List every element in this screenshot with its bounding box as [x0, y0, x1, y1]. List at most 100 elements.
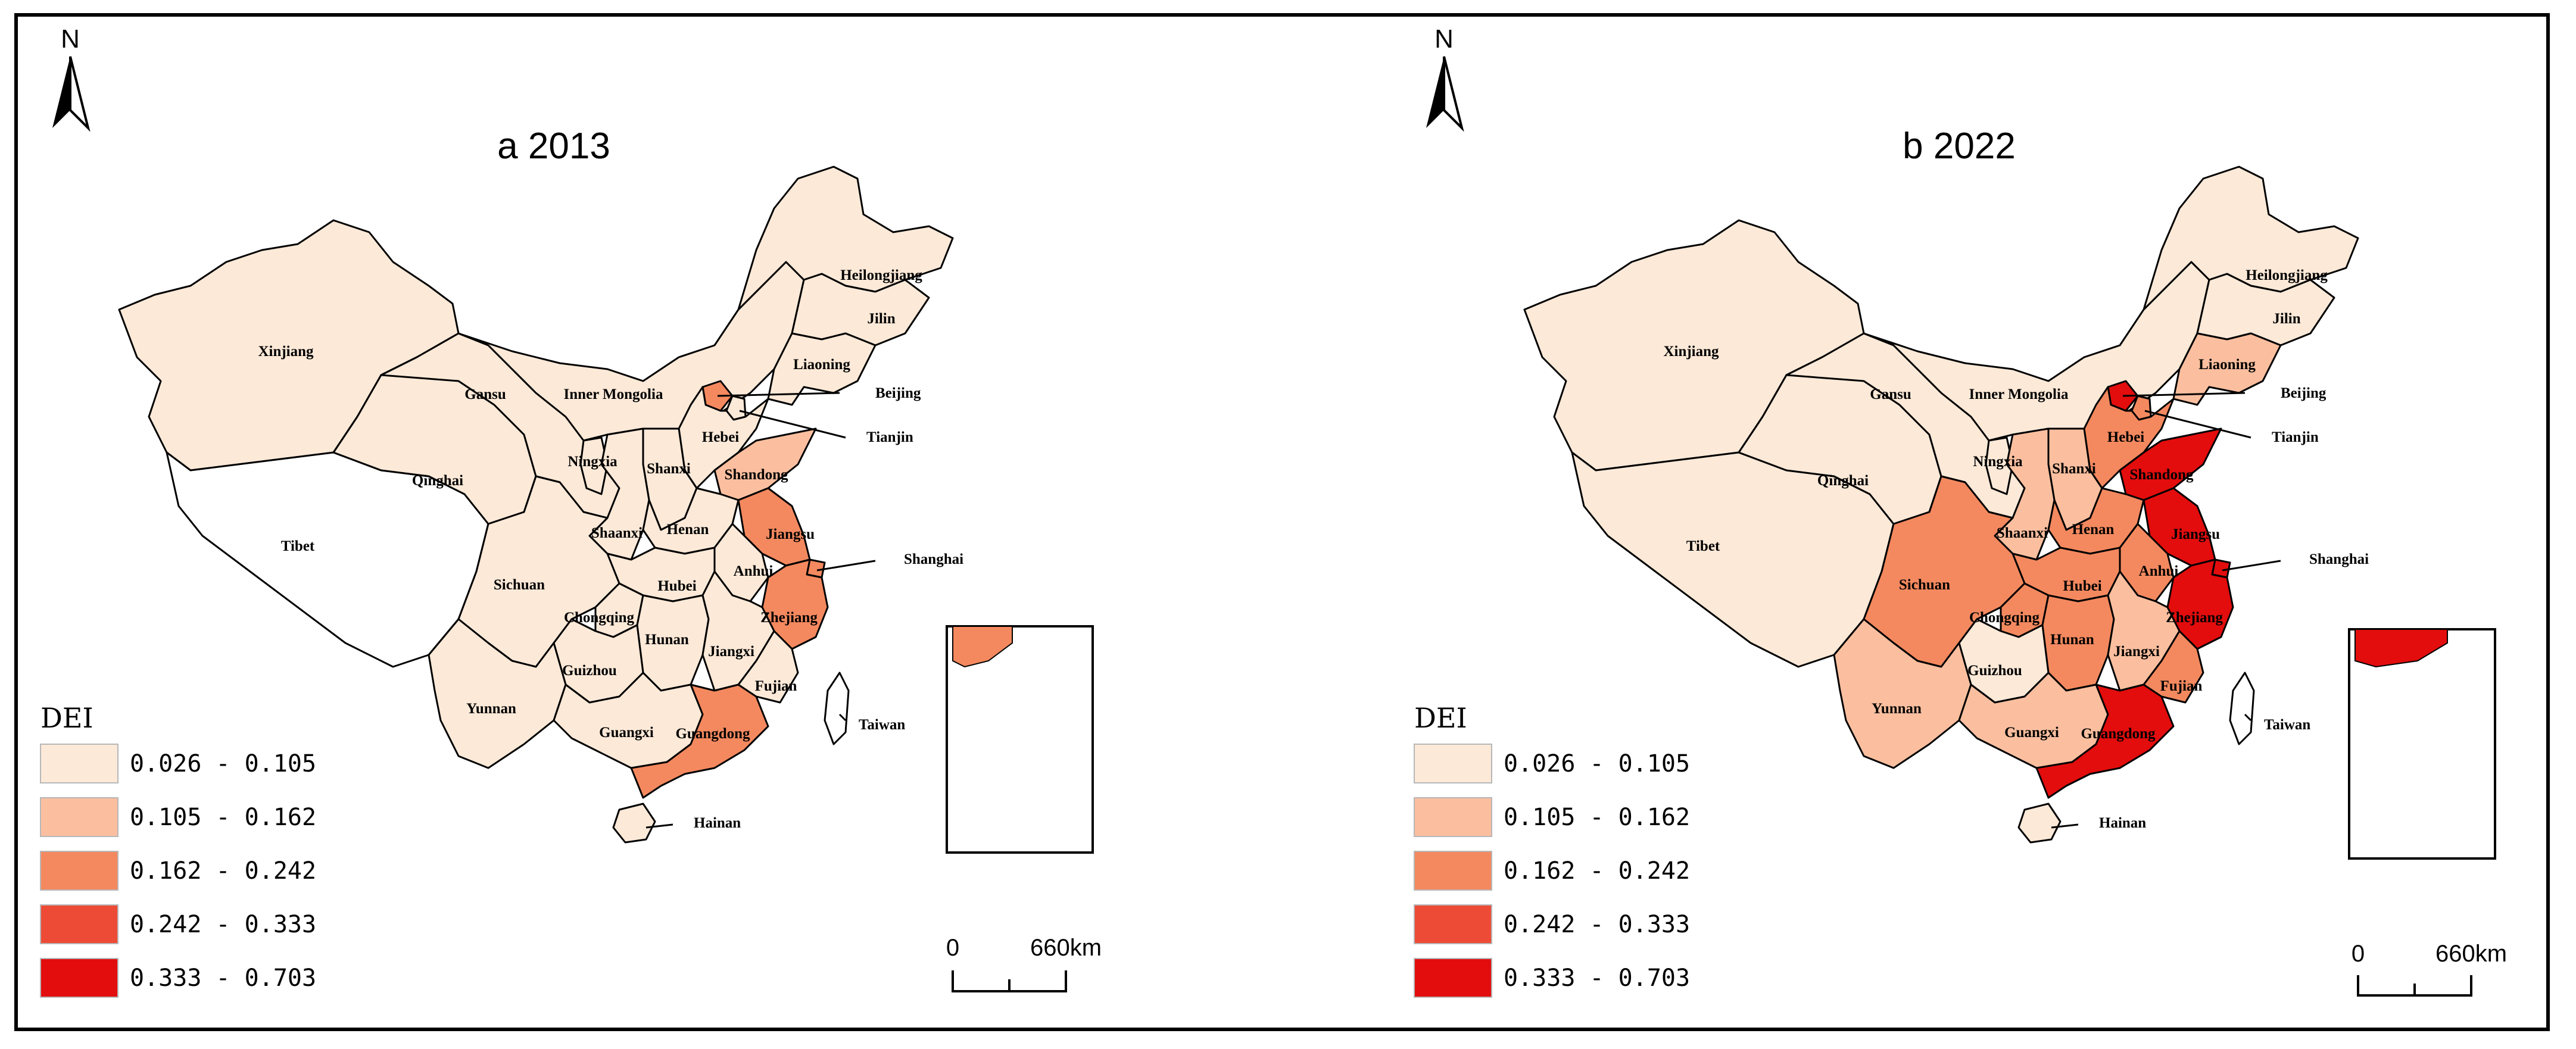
legend-range-3: 0.242 - 0.333 — [130, 911, 316, 938]
label-yunnan: Yunnan — [1872, 701, 1922, 717]
label-beijing: Beijing — [875, 385, 921, 401]
label-tibet: Tibet — [1686, 538, 1720, 554]
legend-swatch-0 — [40, 744, 118, 783]
north-arrow-label: N — [1434, 24, 1454, 54]
label-inner-mongolia: Inner Mongolia — [564, 386, 663, 402]
province-fujian — [737, 630, 799, 704]
leader-line-tianjin — [739, 410, 846, 439]
label-henan: Henan — [667, 522, 709, 538]
south-china-sea-inset — [2348, 628, 2496, 860]
label-taiwan: Taiwan — [859, 717, 905, 733]
province-fujian — [2142, 630, 2204, 704]
legend-range-3: 0.242 - 0.333 — [1504, 911, 1690, 938]
legend-range-4: 0.333 - 0.703 — [130, 964, 316, 992]
legend-swatch-4 — [40, 958, 118, 998]
legend-range-2: 0.162 - 0.242 — [130, 857, 316, 885]
leader-line-beijing — [717, 392, 840, 397]
province-liaoning — [2172, 332, 2282, 406]
label-ningxia: Ningxia — [567, 454, 618, 470]
label-guangdong: Guangdong — [2081, 726, 2156, 742]
province-ningxia — [1985, 436, 2014, 495]
label-yunnan: Yunnan — [466, 701, 516, 717]
label-hebei: Hebei — [2107, 429, 2145, 445]
label-guangxi: Guangxi — [599, 725, 654, 741]
label-hunan: Hunan — [2050, 632, 2094, 648]
legend-range-1: 0.105 - 0.162 — [1504, 804, 1690, 831]
north-arrow-label: N — [61, 24, 80, 54]
label-shanxi: Shanxi — [647, 461, 691, 477]
leader-line-shanghai — [816, 560, 876, 572]
label-tianjin: Tianjin — [2272, 429, 2319, 445]
legend: DEI 0.026 - 0.105 0.105 - 0.162 0.162 - 0.… — [40, 702, 316, 998]
province-hebei — [2083, 386, 2175, 489]
label-tibet: Tibet — [281, 538, 315, 554]
china-map-2013 — [118, 166, 954, 844]
label-fujian: Fujian — [755, 678, 797, 694]
leader-line-taiwan — [2244, 713, 2252, 722]
scale-bar: 0 660km — [946, 935, 1102, 992]
label-henan: Henan — [2072, 522, 2115, 538]
label-qinghai: Qinghai — [412, 473, 463, 489]
label-hunan: Hunan — [645, 632, 689, 648]
label-shaanxi: Shaanxi — [1997, 525, 2048, 541]
label-zhejiang: Zhejiang — [760, 610, 818, 626]
province-henan — [642, 487, 740, 555]
north-arrow: N — [1426, 24, 1464, 132]
legend-swatch-2 — [40, 851, 118, 891]
label-qinghai: Qinghai — [1817, 473, 1869, 489]
label-guizhou: Guizhou — [562, 663, 617, 679]
label-shaanxi: Shaanxi — [591, 525, 643, 541]
province-henan — [2047, 487, 2145, 555]
panel-a-2013: a 2013 N Xinjiang Tibet Qinghai Gansu Inner … — [40, 24, 1102, 998]
label-fujian: Fujian — [2160, 678, 2203, 694]
label-hainan: Hainan — [694, 815, 741, 831]
legend-swatch-1 — [1414, 797, 1492, 837]
figure-frame — [14, 13, 2550, 1031]
province-hainan — [2017, 803, 2062, 844]
label-jiangxi: Jiangxi — [708, 644, 754, 660]
province-taiwan — [824, 672, 850, 745]
legend-swatch-2 — [1414, 851, 1492, 891]
province-hainan — [612, 803, 656, 844]
label-zhejiang: Zhejiang — [2166, 610, 2223, 626]
scale-bar: 0 660km — [2352, 941, 2507, 997]
north-arrow: N — [52, 24, 91, 132]
province-liaoning — [767, 332, 877, 406]
legend-title: DEI — [40, 702, 93, 734]
legend-swatch-1 — [40, 797, 118, 837]
label-jiangsu: Jiangsu — [766, 526, 815, 542]
label-liaoning: Liaoning — [2198, 357, 2256, 373]
south-china-sea-inset — [946, 625, 1094, 854]
legend: DEI 0.026 - 0.105 0.105 - 0.162 0.162 - 0.… — [1414, 702, 1690, 998]
label-taiwan: Taiwan — [2264, 717, 2310, 733]
label-xinjiang: Xinjiang — [258, 344, 314, 360]
label-heilongjiang: Heilongjiang — [840, 267, 922, 283]
label-sichuan: Sichuan — [1899, 577, 1950, 593]
label-shanghai: Shanghai — [904, 551, 963, 567]
label-anhui: Anhui — [734, 563, 774, 579]
label-shandong: Shandong — [724, 467, 788, 483]
province-labels-2013: Xinjiang Tibet Qinghai Gansu Inner Mongolia H… — [258, 267, 963, 831]
province-taiwan — [2229, 672, 2255, 745]
label-jilin: Jilin — [867, 311, 895, 327]
legend-range-2: 0.162 - 0.242 — [1504, 857, 1690, 885]
label-hubei: Hubei — [657, 578, 696, 594]
scale-bar-start: 0 — [2352, 941, 2365, 967]
label-shanxi: Shanxi — [2052, 461, 2096, 477]
label-hubei: Hubei — [2063, 578, 2101, 594]
leader-line-shanghai — [2222, 560, 2281, 572]
label-heilongjiang: Heilongjiang — [2246, 267, 2328, 283]
label-liaoning: Liaoning — [793, 357, 850, 373]
legend-swatch-3 — [1414, 904, 1492, 944]
scale-bar-end: 660km — [2435, 941, 2507, 967]
leader-line-beijing — [2122, 392, 2246, 397]
label-xinjiang: Xinjiang — [1663, 344, 1719, 360]
legend-swatch-3 — [40, 904, 118, 944]
label-chongqing: Chongqing — [1969, 610, 2040, 626]
label-shanghai: Shanghai — [2309, 551, 2369, 567]
legend-range-0: 0.026 - 0.105 — [130, 750, 316, 778]
province-labels-2022: Xinjiang Tibet Qinghai Gansu Inner Mongolia H… — [1663, 267, 2369, 831]
scale-bar-end: 660km — [1030, 935, 1102, 961]
leader-line-tianjin — [2144, 410, 2251, 439]
